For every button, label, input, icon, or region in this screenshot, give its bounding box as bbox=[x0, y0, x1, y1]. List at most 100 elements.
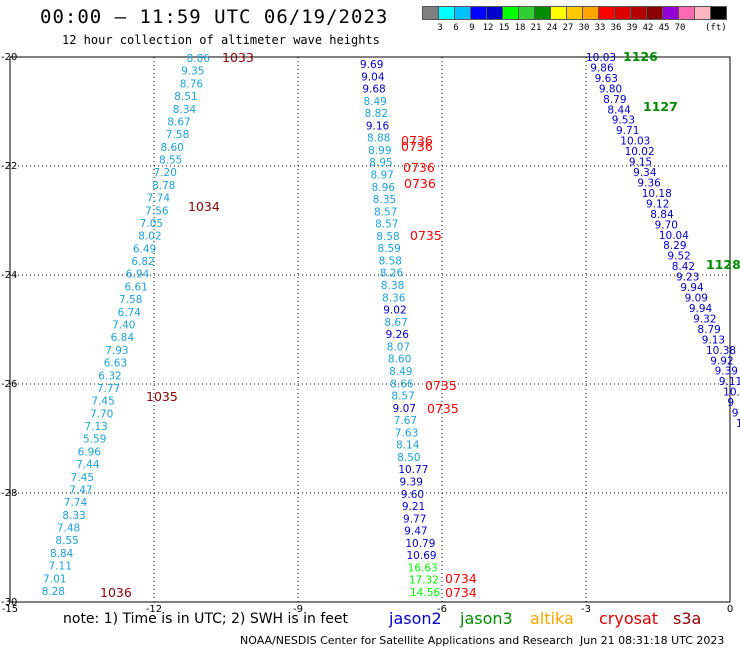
color-scale-label: 39 bbox=[626, 23, 638, 33]
swh-value-label: 9.86 bbox=[590, 62, 614, 74]
swh-value-label: 6.61 bbox=[124, 281, 147, 293]
swh-value-label: 8.51 bbox=[174, 91, 197, 103]
lat-tick-label: -28 bbox=[1, 488, 17, 499]
color-scale-label: 12 bbox=[482, 23, 494, 33]
swh-value-label: 7.93 bbox=[105, 345, 128, 357]
legend-altika: altika bbox=[530, 609, 574, 628]
swh-value-label: 9.35 bbox=[181, 66, 204, 78]
color-swatch bbox=[710, 6, 727, 20]
time-label: 0736 bbox=[404, 176, 436, 191]
swh-value-label: 8.67 bbox=[384, 317, 407, 329]
time-label: 1127 bbox=[643, 99, 678, 114]
map-grid bbox=[10, 57, 730, 602]
time-label: 0736 bbox=[403, 160, 435, 175]
lon-tick-label: -12 bbox=[146, 604, 162, 615]
swh-value-label: 9.39 bbox=[400, 476, 423, 488]
swh-value-label: 8.57 bbox=[374, 206, 397, 218]
swh-value-label: 7.45 bbox=[91, 396, 114, 408]
swh-value-label: 10.03 bbox=[620, 136, 650, 148]
swh-value-label: 9.53 bbox=[612, 115, 635, 127]
swh-value-label: 8.60 bbox=[388, 354, 411, 366]
swh-value-label: 7.13 bbox=[84, 421, 107, 433]
swh-value-label: 7.74 bbox=[147, 193, 171, 205]
swh-value-label: 7.63 bbox=[395, 427, 418, 439]
swh-value-label: 7.58 bbox=[119, 294, 142, 306]
swh-value-label: 8.35 bbox=[373, 194, 396, 206]
time-label: 0735 bbox=[410, 228, 442, 243]
legend-cryosat: cryosat bbox=[599, 609, 659, 628]
swh-value-label: 9.15 bbox=[629, 157, 652, 169]
color-scale-label: 3 bbox=[437, 23, 443, 33]
swh-value-label: 9.70 bbox=[655, 219, 678, 231]
time-label: 1033 bbox=[222, 50, 254, 65]
footnote: note: 1) Time is in UTC; 2) SWH is in fe… bbox=[63, 611, 349, 627]
swh-value-label: 8.49 bbox=[389, 366, 412, 378]
swh-value-label: 8.49 bbox=[363, 96, 386, 108]
track-1-labels: 8.869.358.768.518.348.677.588.608.557.20… bbox=[42, 53, 211, 598]
swh-value-label: 6.49 bbox=[133, 243, 156, 255]
swh-value-label: 10.69 bbox=[407, 550, 437, 562]
lon-tick-label: -3 bbox=[581, 604, 591, 615]
lat-tick-label: -30 bbox=[1, 597, 17, 608]
swh-value-label: 7.20 bbox=[154, 167, 177, 179]
swh-value-label: 9.94 bbox=[689, 303, 713, 315]
swh-value-label: 14.56 bbox=[410, 587, 440, 599]
swh-value-label: 8.33 bbox=[62, 510, 85, 522]
swh-value-label: 9.12 bbox=[646, 198, 669, 210]
swh-value-label: 7.77 bbox=[97, 383, 120, 395]
legend-jason3: jason3 bbox=[460, 609, 513, 628]
swh-value-label: 10.0 bbox=[723, 387, 740, 399]
swh-value-label: 10 bbox=[736, 418, 740, 430]
time-label: 1034 bbox=[188, 199, 220, 214]
swh-value-label: 9.34 bbox=[633, 167, 657, 179]
swh-value-label: 9.32 bbox=[693, 313, 716, 325]
swh-value-label: 7.67 bbox=[394, 415, 417, 427]
swh-value-label: 8.60 bbox=[160, 142, 183, 154]
swh-value-label: 9.04 bbox=[361, 71, 385, 83]
color-scale-label: 42 bbox=[642, 23, 654, 33]
swh-value-label: 8.88 bbox=[367, 133, 390, 145]
legend-s3a: s3a bbox=[673, 609, 702, 628]
swh-value-label: 7.47 bbox=[69, 484, 92, 496]
time-label: 0736 bbox=[401, 133, 433, 148]
swh-value-label: 17.32 bbox=[409, 575, 439, 587]
axis-ticks: -15 -12 -9 -6 -3 0-20-22-24-26-28-30 bbox=[1, 52, 733, 615]
swh-value-label: 9.71 bbox=[616, 125, 639, 137]
swh-value-label: 9.52 bbox=[667, 251, 690, 263]
swh-value-label: 8.02 bbox=[138, 231, 161, 243]
swh-value-label: 8.79 bbox=[603, 94, 626, 106]
page-subtitle: 12 hour collection of altimeter wave hei… bbox=[62, 33, 380, 47]
swh-value-label: 7.48 bbox=[57, 523, 80, 535]
color-scale-label: 27 bbox=[562, 23, 574, 33]
swh-value-label: 9.92 bbox=[710, 355, 733, 367]
color-scale-label: 9 bbox=[469, 23, 475, 33]
swh-value-label: 8.57 bbox=[391, 391, 414, 403]
swh-value-label: 8.34 bbox=[173, 104, 197, 116]
time-label: 0734 bbox=[445, 571, 477, 586]
swh-value-label: 9.80 bbox=[599, 83, 622, 95]
color-scale-label: 21 bbox=[530, 23, 542, 33]
swh-value-label: 8.14 bbox=[396, 440, 420, 452]
swh-value-label: 7.11 bbox=[49, 561, 72, 573]
color-scale-label: 30 bbox=[578, 23, 590, 33]
swh-value-label: 9.39 bbox=[715, 366, 738, 378]
time-label: 0734 bbox=[445, 585, 477, 600]
swh-value-label: 8.29 bbox=[663, 240, 686, 252]
swh-value-label: 8.99 bbox=[368, 145, 391, 157]
swh-value-label: 9.77 bbox=[403, 513, 426, 525]
swh-value-label: 8.36 bbox=[382, 292, 406, 304]
swh-value-label: 9.23 bbox=[676, 272, 699, 284]
swh-value-label: 7.44 bbox=[76, 459, 100, 471]
color-scale-label: 6 bbox=[453, 23, 459, 33]
time-label: 0736 bbox=[401, 139, 433, 154]
swh-value-label: 10.18 bbox=[642, 188, 672, 200]
lat-tick-label: -22 bbox=[1, 161, 17, 172]
swh-value-label: 8.95 bbox=[369, 157, 392, 169]
swh-value-label: 7.01 bbox=[43, 573, 66, 585]
swh-value-label: 9.60 bbox=[401, 489, 424, 501]
color-scale-label: 70 bbox=[674, 23, 686, 33]
swh-value-label: 8.79 bbox=[697, 324, 720, 336]
swh-value-label: 9.07 bbox=[393, 403, 416, 415]
swh-value-label: 6.63 bbox=[104, 358, 127, 370]
